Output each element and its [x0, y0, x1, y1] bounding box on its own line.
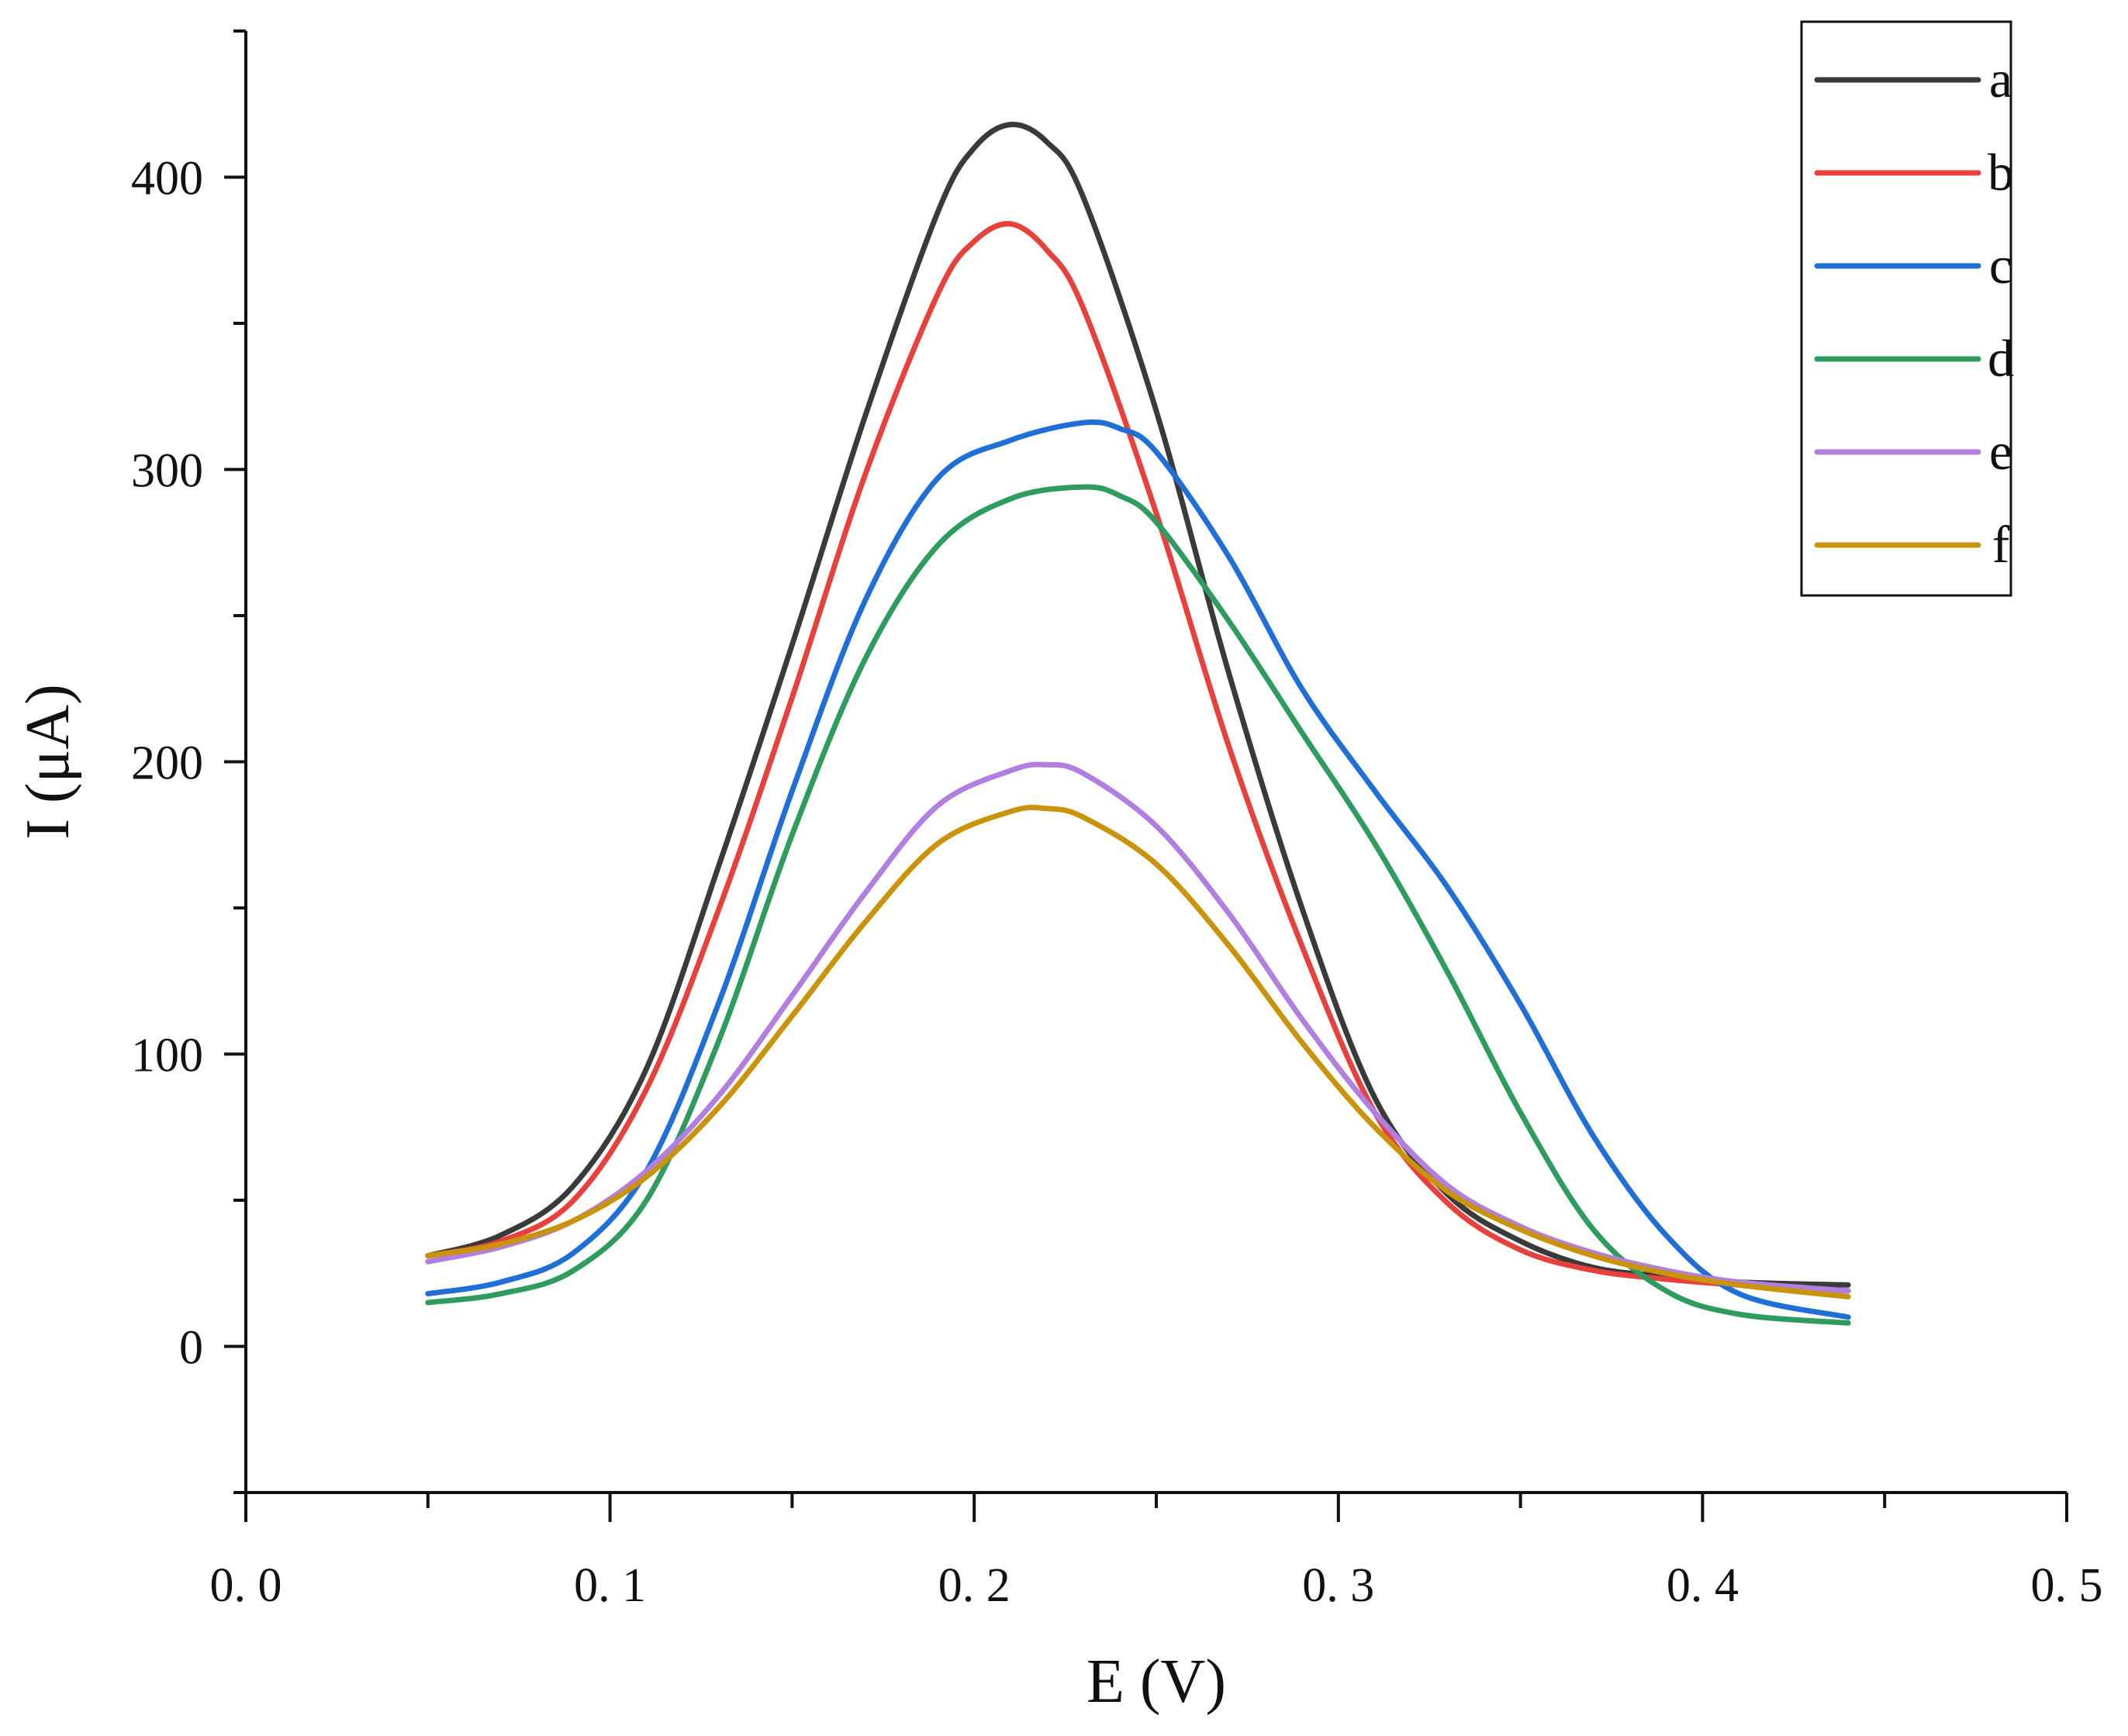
series-line-c [425, 419, 1851, 1320]
x-tick-label: 0. 1 [574, 1559, 646, 1612]
x-axis-title: E (V) [1086, 1648, 1226, 1716]
x-tick-label: 0. 4 [1667, 1559, 1739, 1612]
y-tick-label: 0 [179, 1322, 203, 1375]
series-line-a [425, 122, 1851, 1288]
x-tick-label: 0. 5 [2031, 1559, 2103, 1612]
legend-label-a: a [1989, 50, 2012, 109]
axis-layer: 0. 0 0. 1 0. 2 0. 3 0. 4 0. 5 0 100 200 300 400 [131, 29, 2103, 1612]
legend-label-b: b [1988, 143, 2014, 202]
x-tick-label: 0. 3 [1302, 1559, 1374, 1612]
series-line-f [425, 804, 1851, 1299]
series-line-b [425, 221, 1851, 1294]
x-tick-label: 0. 2 [938, 1559, 1010, 1612]
y-tick-label: 200 [131, 737, 203, 790]
y-axis-title: I (μA) [14, 684, 82, 840]
legend-label-c: c [1989, 236, 2012, 295]
y-tick-label: 100 [131, 1030, 203, 1082]
series-line-d [425, 484, 1851, 1326]
legend-label-e: e [1989, 422, 2012, 481]
legend-box [1800, 20, 2012, 597]
legend-label-d: d [1988, 329, 2014, 388]
legend-label-f: f [1992, 515, 2010, 574]
x-tick-label: 0. 0 [210, 1559, 282, 1612]
y-tick-label: 400 [131, 153, 203, 205]
series-layer [425, 122, 1851, 1326]
y-tick-label: 300 [131, 445, 203, 498]
